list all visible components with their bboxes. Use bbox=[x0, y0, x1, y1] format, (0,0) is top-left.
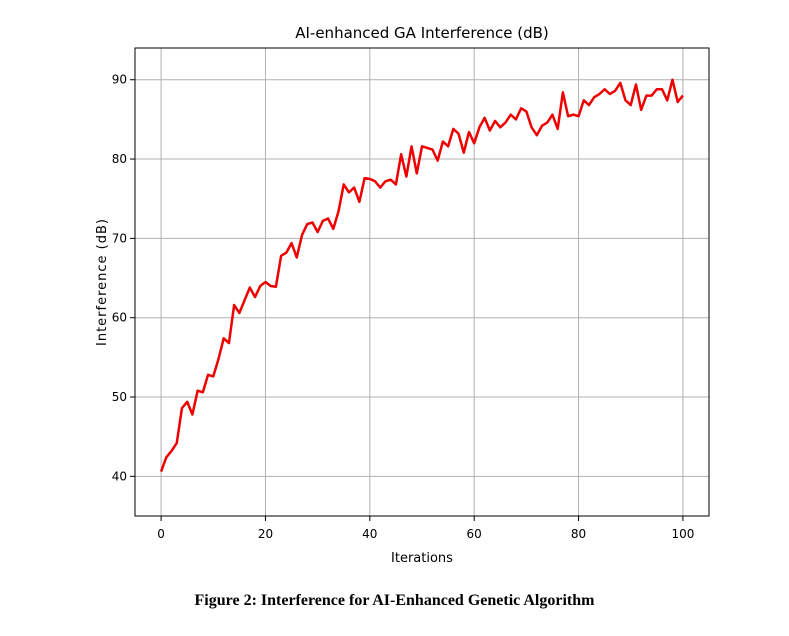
y-tick-label: 50 bbox=[112, 390, 127, 404]
x-tick-label: 20 bbox=[258, 527, 273, 541]
figure-caption: Figure 2: Interference for AI-Enhanced G… bbox=[194, 592, 595, 609]
x-tick-label: 40 bbox=[362, 527, 377, 541]
series-line-0 bbox=[159, 78, 684, 473]
x-tick-label: 60 bbox=[467, 527, 482, 541]
x-tick-label: 100 bbox=[671, 527, 694, 541]
x-axis-label: Iterations bbox=[391, 551, 453, 566]
y-tick-label: 90 bbox=[112, 73, 127, 87]
y-tick-label: 60 bbox=[112, 311, 127, 325]
x-tick-label: 80 bbox=[571, 527, 586, 541]
plot-area-frame bbox=[134, 47, 710, 517]
x-tick-label: 0 bbox=[157, 527, 165, 541]
series-group bbox=[159, 78, 684, 473]
chart-title: AI-enhanced GA Interference (dB) bbox=[295, 24, 549, 42]
axis-ticks: 0 20 40 60 80 100 40 50 60 70 80 90 bbox=[112, 73, 695, 541]
y-tick-label: 80 bbox=[112, 152, 127, 166]
y-tick-label: 70 bbox=[112, 231, 127, 245]
y-tick-label: 40 bbox=[112, 469, 127, 483]
y-axis-label: Interference (dB) bbox=[95, 218, 110, 346]
